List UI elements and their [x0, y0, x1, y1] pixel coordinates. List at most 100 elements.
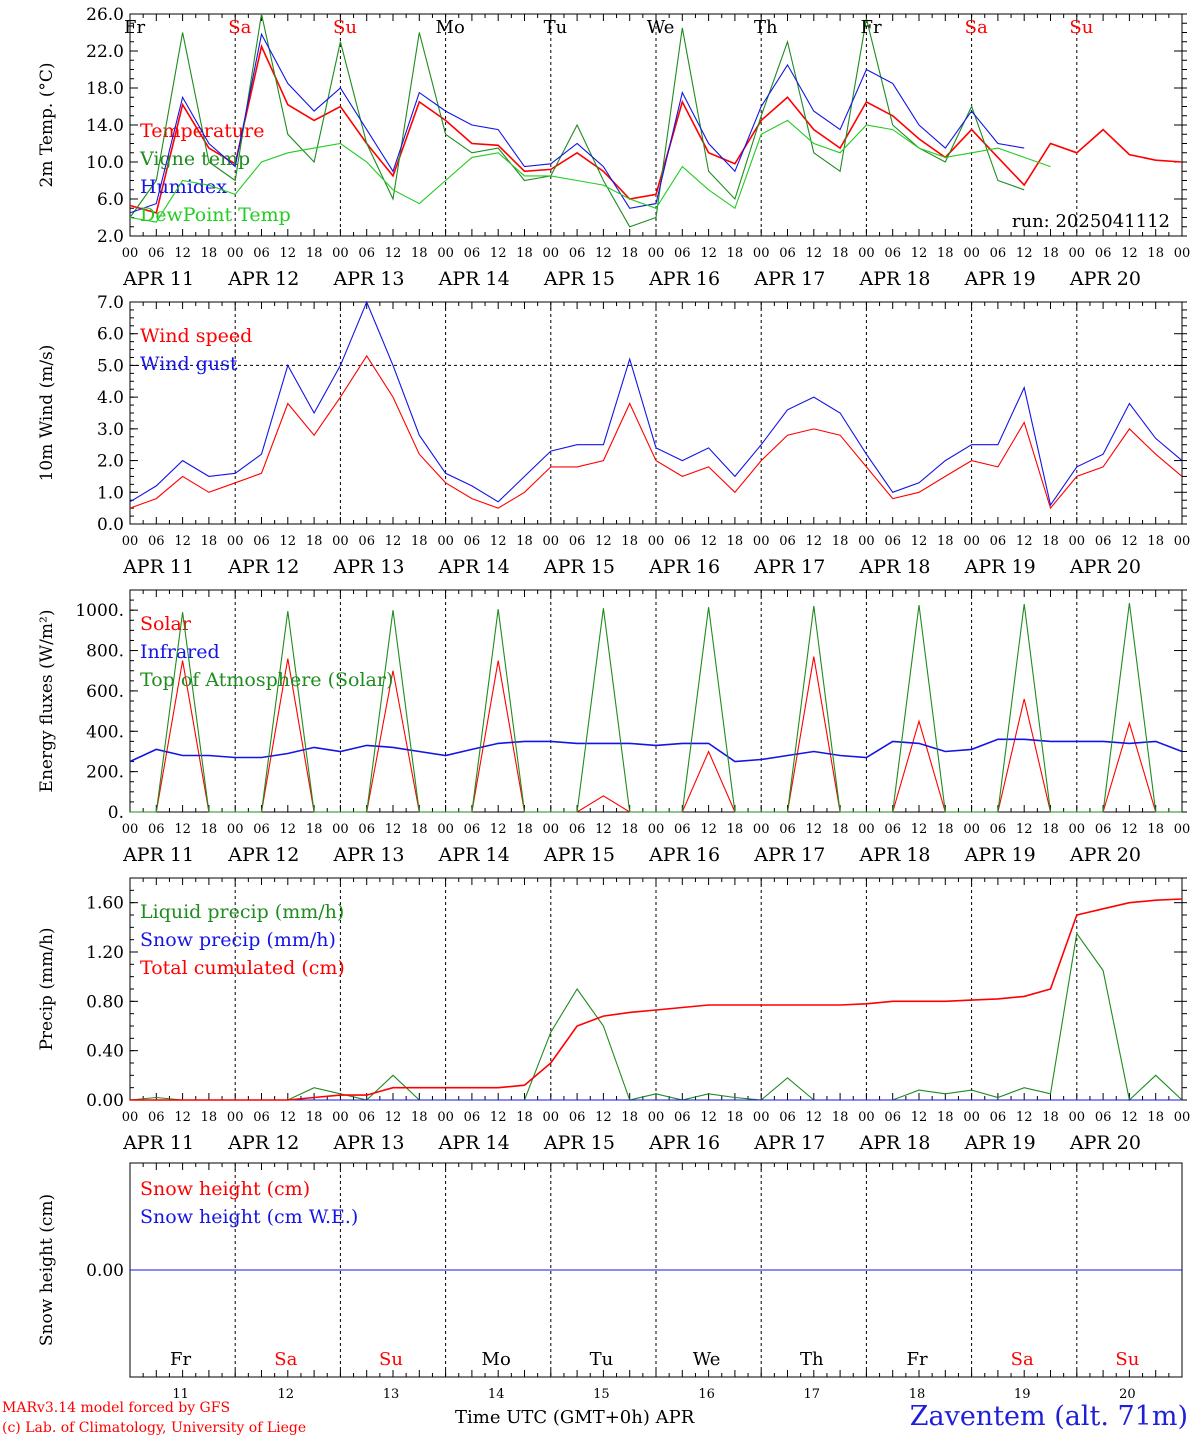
hour-tick-label: 18 [832, 822, 849, 837]
hour-tick-label: 00 [543, 246, 560, 261]
y-tick-label: 2.0 [97, 452, 124, 472]
y-tick-label: 4.0 [97, 388, 124, 408]
day-number-label: 15 [593, 1387, 610, 1402]
hour-tick-label: 12 [280, 822, 297, 837]
hour-tick-label: 06 [253, 246, 270, 261]
hour-tick-label: 18 [832, 534, 849, 549]
panel-1: 2.0 6.0 10.0 14.0 18.0 22.0 26.0 2m Temp. (°C) T… [37, 5, 1190, 290]
series-line-3 [130, 898, 1183, 1101]
hour-tick-label: 00 [963, 246, 980, 261]
hour-tick-label: 18 [937, 534, 954, 549]
hour-tick-label: 06 [674, 246, 691, 261]
date-label: APR 17 [753, 268, 825, 290]
hour-tick-label: 18 [621, 534, 638, 549]
y-axis-label: Energy fluxes (W/m²) [37, 610, 57, 793]
hour-tick-label: 12 [700, 534, 717, 549]
hour-tick-label: 06 [884, 534, 901, 549]
hour-tick-label: 06 [1095, 1110, 1112, 1125]
hour-tick-label: 00 [1069, 822, 1086, 837]
series-line-1 [129, 932, 1183, 1102]
series-line-3 [130, 603, 1182, 813]
hour-tick-label: 12 [806, 246, 823, 261]
hour-tick-label: 06 [148, 534, 165, 549]
hour-tick-label: 12 [385, 822, 402, 837]
hour-tick-label: 12 [700, 246, 717, 261]
date-label: APR 11 [122, 1132, 194, 1154]
hour-tick-label: 00 [858, 1110, 875, 1125]
weekday-label: Sa [1011, 1349, 1034, 1370]
date-label: APR 18 [858, 844, 930, 866]
date-label: APR 19 [964, 1132, 1036, 1154]
date-label: APR 14 [438, 844, 510, 866]
hour-tick-label: 06 [1095, 822, 1112, 837]
hour-tick-label: 12 [385, 246, 402, 261]
hour-tick-label: 06 [884, 246, 901, 261]
hour-tick-label: 12 [490, 246, 507, 261]
hour-tick-label: 12 [595, 822, 612, 837]
hour-tick-label: 06 [148, 1110, 165, 1125]
hour-tick-label: 00 [1174, 534, 1191, 549]
hour-tick-label: 12 [174, 1110, 191, 1125]
legend-entry: Vigne temp [139, 148, 250, 170]
hour-tick-label: 06 [990, 534, 1007, 549]
series-line-1 [129, 354, 1183, 510]
weekday-label: We [647, 17, 675, 38]
date-label: APR 16 [648, 844, 720, 866]
hour-tick-label: 06 [358, 822, 375, 837]
y-tick-label: 7.0 [97, 293, 124, 313]
hour-tick-label: 06 [253, 822, 270, 837]
hour-tick-label: 12 [911, 534, 928, 549]
hour-tick-label: 00 [963, 534, 980, 549]
hour-tick-label: 06 [569, 822, 586, 837]
hour-tick-label: 12 [1121, 246, 1138, 261]
date-label: APR 17 [753, 556, 825, 578]
hour-tick-label: 00 [753, 822, 770, 837]
y-tick-label: 600. [86, 682, 124, 702]
hour-tick-label: 06 [1095, 246, 1112, 261]
weekday-label: Th [754, 17, 778, 38]
hour-tick-label: 18 [306, 246, 323, 261]
hour-tick-label: 06 [884, 822, 901, 837]
hour-tick-label: 00 [437, 1110, 454, 1125]
hour-tick-label: 00 [648, 534, 665, 549]
y-tick-label: 1.0 [97, 483, 124, 503]
hour-tick-label: 18 [727, 534, 744, 549]
date-label: APR 19 [964, 844, 1036, 866]
legend-entry: Humidex [140, 176, 227, 198]
date-label: APR 13 [332, 1132, 404, 1154]
legend-entry: Wind speed [140, 325, 252, 347]
weekday-label: Mo [482, 1349, 511, 1370]
hour-tick-label: 18 [201, 822, 218, 837]
hour-tick-label: 00 [1174, 822, 1191, 837]
hour-tick-label: 18 [306, 822, 323, 837]
hour-tick-label: 12 [1121, 534, 1138, 549]
y-tick-label: 1000. [75, 601, 124, 621]
hour-tick-label: 00 [543, 534, 560, 549]
date-label: APR 18 [858, 1132, 930, 1154]
hour-tick-label: 00 [1174, 246, 1191, 261]
date-label: APR 15 [543, 844, 615, 866]
hour-tick-label: 12 [595, 534, 612, 549]
day-number-label: 17 [804, 1387, 821, 1402]
hour-tick-label: 12 [911, 822, 928, 837]
series-line-4 [129, 119, 1051, 223]
panel-3: 0. 200. 400. 600. 800. 1000. Energy fluxes (W/… [37, 589, 1191, 866]
hour-tick-label: 06 [674, 534, 691, 549]
hour-tick-label: 12 [280, 534, 297, 549]
legend-entry: Solar [140, 613, 192, 635]
date-label: APR 13 [332, 844, 404, 866]
hour-tick-label: 00 [227, 822, 244, 837]
weekday-label: Sa [965, 17, 988, 38]
hour-tick-label: 00 [1174, 1110, 1191, 1125]
hour-tick-label: 18 [1147, 1110, 1164, 1125]
hour-tick-label: 18 [516, 246, 533, 261]
hour-tick-label: 00 [332, 1110, 349, 1125]
hour-tick-label: 18 [937, 246, 954, 261]
hour-tick-label: 12 [385, 1110, 402, 1125]
hour-tick-label: 06 [779, 1110, 796, 1125]
hour-tick-label: 18 [411, 822, 428, 837]
hour-tick-label: 00 [753, 1110, 770, 1125]
hour-tick-label: 12 [1016, 246, 1033, 261]
hour-tick-label: 18 [516, 822, 533, 837]
y-tick-label: 1.60 [86, 894, 124, 914]
